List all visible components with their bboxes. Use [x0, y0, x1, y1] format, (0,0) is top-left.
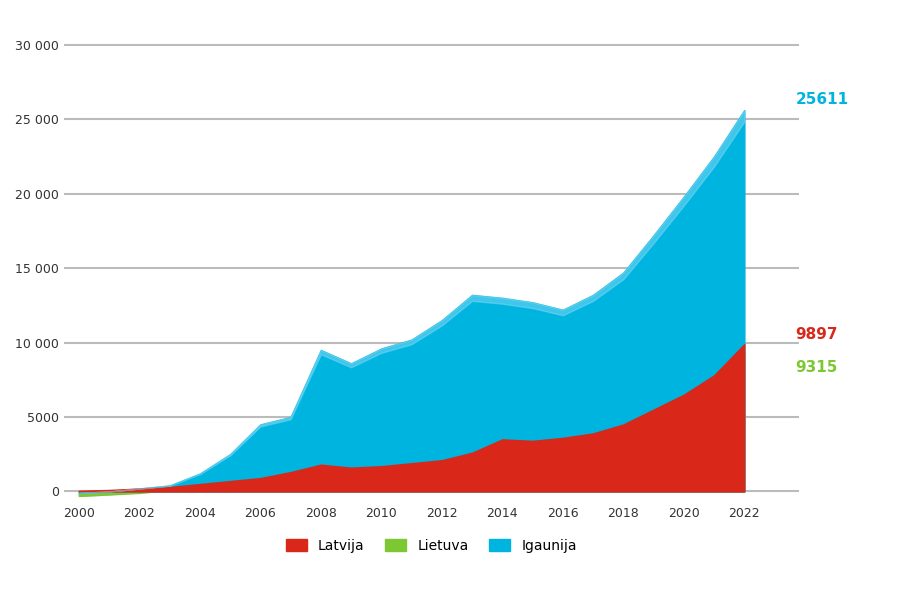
Text: 25611: 25611: [796, 92, 849, 107]
Text: 9315: 9315: [796, 360, 838, 375]
Text: 9897: 9897: [796, 327, 838, 342]
Legend: Latvija, Lietuva, Igaunija: Latvija, Lietuva, Igaunija: [280, 533, 582, 558]
